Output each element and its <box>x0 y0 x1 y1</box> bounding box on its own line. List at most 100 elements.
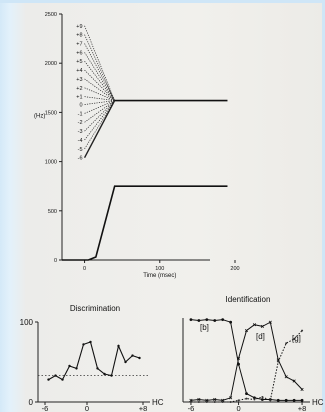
f2-step-label: +8 <box>76 33 82 39</box>
identification-point-d <box>260 324 264 328</box>
discrimination-point <box>138 356 141 360</box>
formant-y-tick-label: 1000 <box>45 160 57 166</box>
identification-point-d <box>244 329 249 333</box>
f2-transition-line <box>84 87 115 101</box>
identification-point-b <box>221 318 225 322</box>
identification-line-1 <box>190 321 303 401</box>
identification-series <box>189 318 304 403</box>
discrimination-point <box>47 378 50 381</box>
f2-step-label: +3 <box>76 77 82 83</box>
formant-x-label: Time (msec) <box>143 273 176 279</box>
identification-point-g <box>285 342 288 345</box>
identification-point-d <box>197 397 201 402</box>
formant-x-tick-label: 0 <box>83 266 86 272</box>
formant-y-label: (Hz) <box>34 113 45 119</box>
discrimination-y-tick-label: 0 <box>29 398 34 407</box>
formant-y-tick-label: 2500 <box>45 12 57 18</box>
discrimination-chart: Discrimination 100 0 -6 0 +8 <box>20 304 150 412</box>
annotation-d: [d] <box>256 332 265 341</box>
identification-x-tick-label: 0 <box>236 404 240 412</box>
identification-x-tick-label: -6 <box>188 404 195 412</box>
formant-x-ticks: 0 100 200 <box>83 260 240 272</box>
discrimination-y-tick-label: 100 <box>20 318 34 327</box>
formant-y-tick-label: 2000 <box>45 61 57 67</box>
formant-y-tick-label: 1500 <box>45 110 57 116</box>
identification-point-d <box>229 396 233 400</box>
identification-point-d <box>268 320 272 324</box>
f2-step-label: +9 <box>76 24 82 30</box>
identification-point-g <box>189 401 192 403</box>
discrimination-point <box>117 344 120 348</box>
identification-point-b <box>284 398 288 402</box>
identification-chart: Identification -6 0 +8 [b] [d] [g] <box>182 295 310 412</box>
discrimination-x-tick-label: 0 <box>85 404 89 412</box>
annotation-b: [b] <box>200 323 209 332</box>
discrimination-line <box>48 341 140 381</box>
identification-point-g <box>293 338 296 340</box>
identification-point-b <box>245 392 248 395</box>
identification-point-b <box>205 318 209 322</box>
identification-point-d <box>189 398 193 402</box>
identification-point-g <box>245 397 248 400</box>
discrimination-point <box>61 378 64 381</box>
identification-point-g <box>229 401 232 403</box>
f2-transition-line <box>84 100 115 105</box>
discrimination-y-ticks: 100 0 <box>20 318 38 407</box>
discrimination-points <box>47 340 141 381</box>
f2-step-labels: +9 +8 +7 +6 +5 +4 +3 +2 +1 0 -1 -2 -3 -4 -5 -6 <box>76 24 82 162</box>
f2-transitions <box>83 25 116 158</box>
f2-step-label: +5 <box>76 59 82 65</box>
identification-point-d <box>300 387 304 391</box>
f2-step-label: +2 <box>76 86 82 92</box>
f2-transition-line <box>84 25 115 101</box>
identification-x-label: HC <box>312 398 324 407</box>
f2-step-label: +7 <box>76 42 82 48</box>
f2-transition-line <box>84 96 115 101</box>
formant-y-tick-label: 500 <box>48 209 57 215</box>
identification-point-d <box>213 397 217 402</box>
discrimination-point <box>124 360 127 364</box>
identification-point-d <box>221 398 225 402</box>
f2-step-label: 0 <box>80 103 83 109</box>
identification-x-ticks: -6 0 +8 <box>188 402 307 412</box>
f2-transition-line <box>84 52 115 101</box>
discrimination-x-tick-label: +8 <box>139 404 148 412</box>
discrimination-point <box>110 374 113 377</box>
identification-title: Identification <box>226 295 271 304</box>
identification-point-d <box>292 379 296 383</box>
identification-point-b <box>292 398 296 402</box>
formant-y-ticks: 0 500 1000 1500 2000 2500 <box>45 12 62 264</box>
formant-x-tick-label: 100 <box>155 266 164 272</box>
f2-transition-line <box>84 61 115 101</box>
f2-transition-line <box>84 100 115 114</box>
f2-step-label: -4 <box>78 138 83 144</box>
identification-point-g <box>301 329 304 332</box>
discrimination-x-label: HC <box>152 398 164 407</box>
f2-step-label: -3 <box>78 129 83 135</box>
identification-point-b <box>260 398 264 401</box>
formant-x-tick-label: 200 <box>230 266 239 272</box>
identification-x-tick-label: +8 <box>298 404 307 412</box>
f2-step-label: -2 <box>78 120 83 126</box>
identification-point-g <box>261 395 264 398</box>
identification-point-g <box>269 399 272 402</box>
f2-transition-line <box>83 100 116 158</box>
identification-point-b <box>197 319 201 322</box>
annotation-g: [g] <box>292 334 301 343</box>
identification-point-b <box>213 319 217 322</box>
f2-step-label: -5 <box>78 147 83 153</box>
identification-point-g <box>213 401 216 403</box>
identification-point-g <box>205 401 208 403</box>
frame-right-border <box>322 0 325 412</box>
discrimination-point <box>68 364 71 368</box>
identification-point-g <box>221 401 224 403</box>
identification-point-b <box>276 398 280 402</box>
f2-transition-line <box>84 43 115 101</box>
frame-top-border <box>0 0 325 3</box>
discrimination-point <box>103 372 106 376</box>
identification-point-g <box>253 398 256 401</box>
f2-step-label: -1 <box>78 111 83 117</box>
discrimination-point <box>96 367 99 370</box>
identification-point-g <box>197 401 200 403</box>
